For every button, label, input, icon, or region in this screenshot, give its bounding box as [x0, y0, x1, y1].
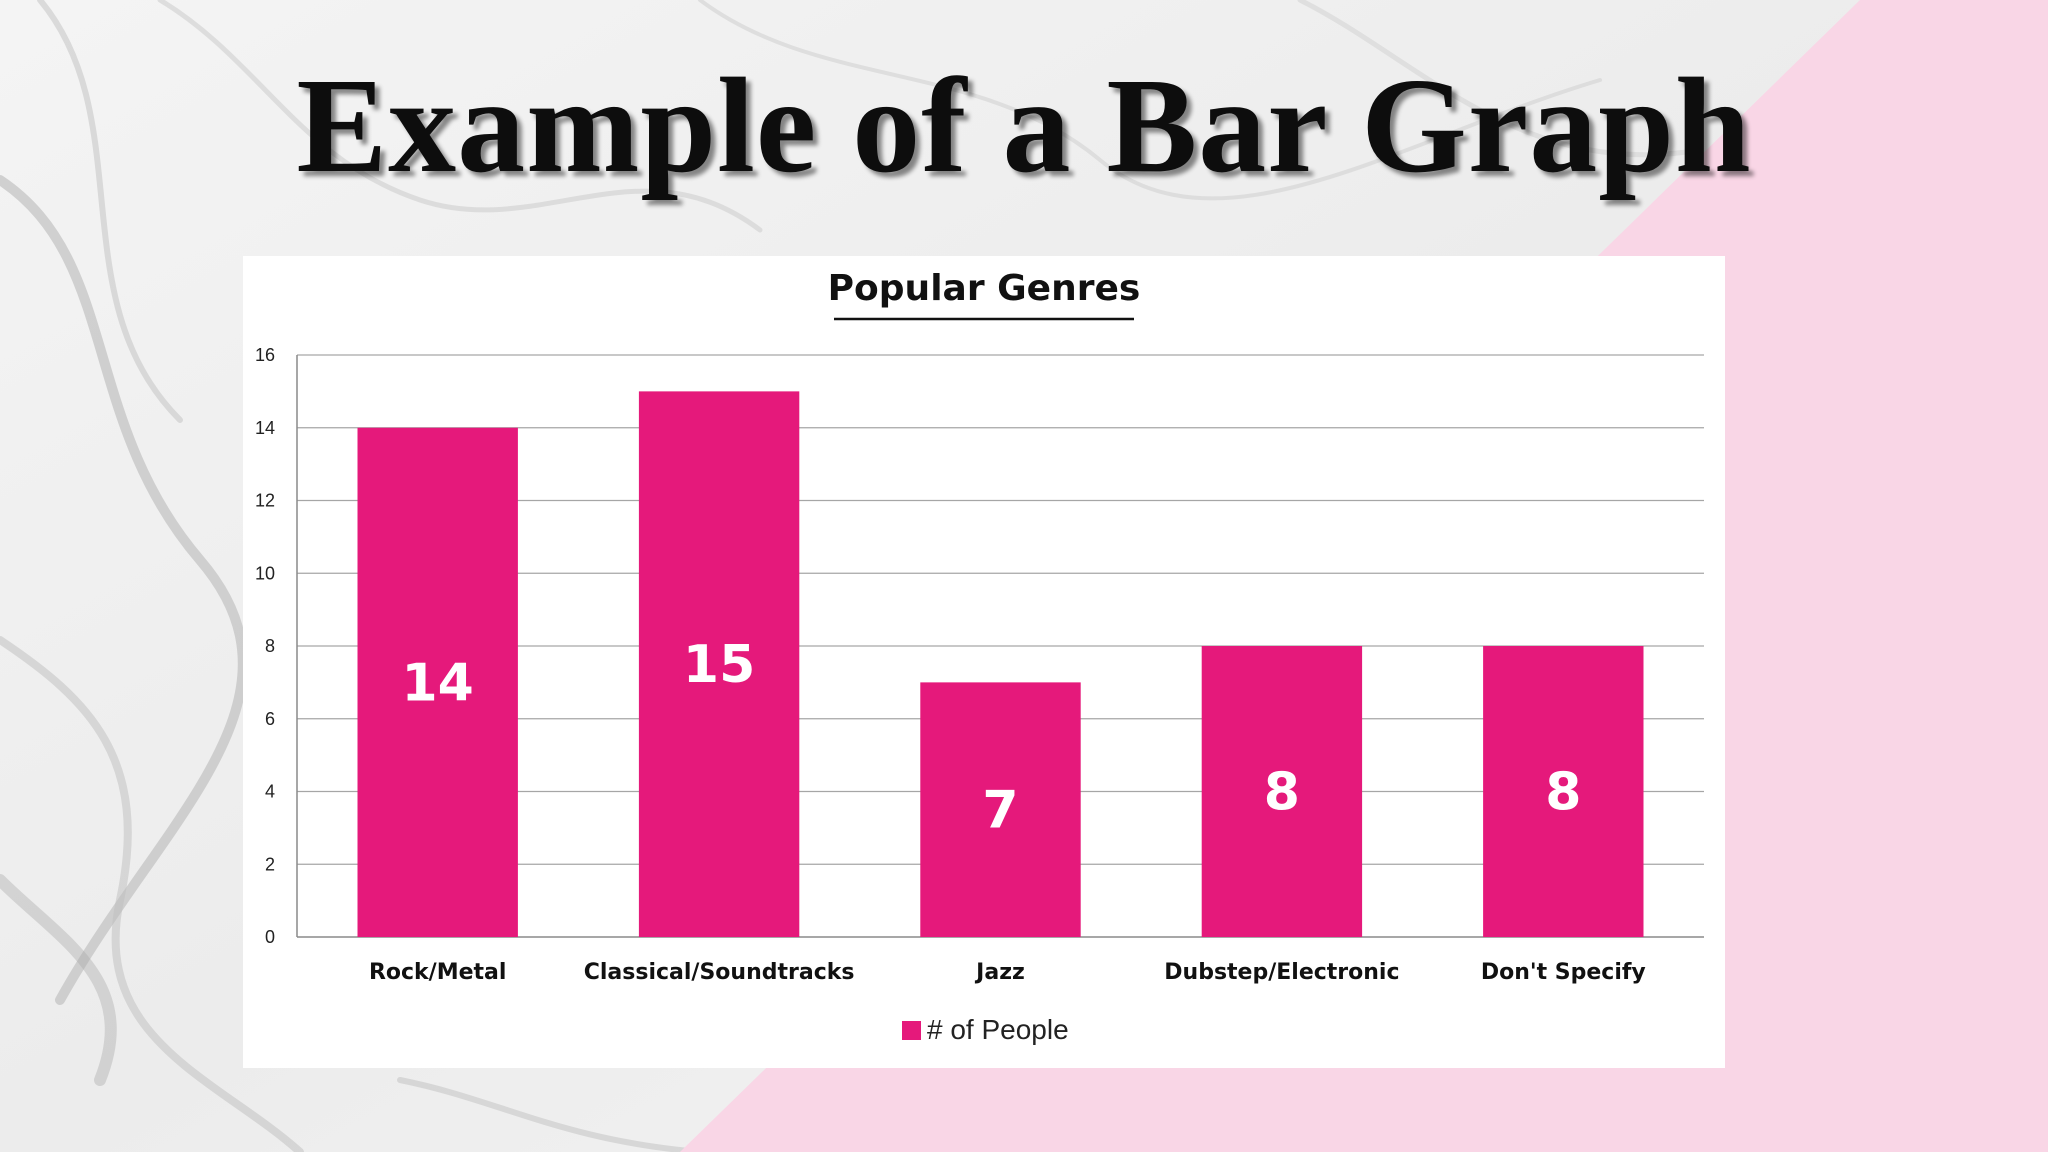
bar-chart: Popular Genres 0 2 4 6 8 10 12 14 16 14 15 7 8 8 Roc… — [255, 268, 1704, 1045]
bars — [357, 391, 1644, 937]
bar-value-label: 14 — [402, 653, 474, 713]
bar — [1483, 646, 1644, 937]
bar-value-label: 15 — [683, 635, 755, 695]
y-tick-label: 0 — [265, 927, 275, 947]
x-category-label: Dubstep/Electronic — [1164, 960, 1399, 985]
y-tick-label: 2 — [265, 854, 275, 874]
bar-data-labels: 14 15 7 8 8 — [402, 635, 1582, 841]
bar — [1201, 646, 1363, 937]
slide-title: Example of a Bar Graph — [296, 51, 1752, 201]
x-category-label: Classical/Soundtracks — [584, 960, 855, 985]
y-tick-label: 10 — [255, 563, 275, 583]
bar — [638, 391, 800, 937]
chart-title: Popular Genres — [828, 268, 1141, 309]
chart-panel: Popular Genres 0 2 4 6 8 10 12 14 16 14 15 7 8 8 Roc… — [243, 256, 1725, 1068]
x-category-label: Don't Specify — [1481, 960, 1646, 985]
legend: # of People — [902, 1014, 1069, 1045]
marble-veins — [0, 0, 1703, 1152]
x-category-label: Jazz — [974, 960, 1025, 985]
y-tick-label: 8 — [265, 636, 275, 656]
bar-value-label: 8 — [1545, 763, 1581, 823]
bar — [357, 427, 518, 937]
legend-label: # of People — [927, 1014, 1069, 1045]
x-axis-categories: Rock/Metal Classical/Soundtracks Jazz Dubst… — [369, 960, 1646, 985]
y-tick-label: 16 — [255, 345, 275, 365]
y-tick-label: 4 — [265, 782, 275, 802]
x-category-label: Rock/Metal — [369, 960, 506, 985]
y-tick-label: 12 — [255, 491, 275, 511]
bar-value-label: 7 — [982, 781, 1018, 841]
y-tick-label: 14 — [255, 418, 275, 438]
y-axis-ticks: 0 2 4 6 8 10 12 14 16 — [255, 345, 275, 947]
bar — [920, 682, 1081, 937]
bar-value-label: 8 — [1264, 763, 1300, 823]
y-tick-label: 6 — [265, 709, 275, 729]
legend-swatch — [902, 1021, 921, 1040]
